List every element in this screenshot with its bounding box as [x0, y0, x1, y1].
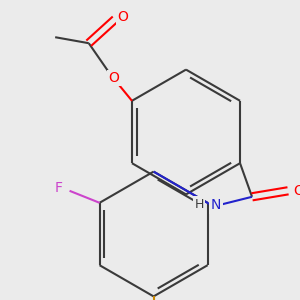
Text: O: O: [117, 10, 128, 24]
Text: O: O: [109, 71, 119, 85]
Text: F: F: [55, 182, 63, 195]
Text: H: H: [195, 197, 204, 211]
Text: O: O: [293, 184, 300, 198]
Text: N: N: [211, 198, 221, 212]
